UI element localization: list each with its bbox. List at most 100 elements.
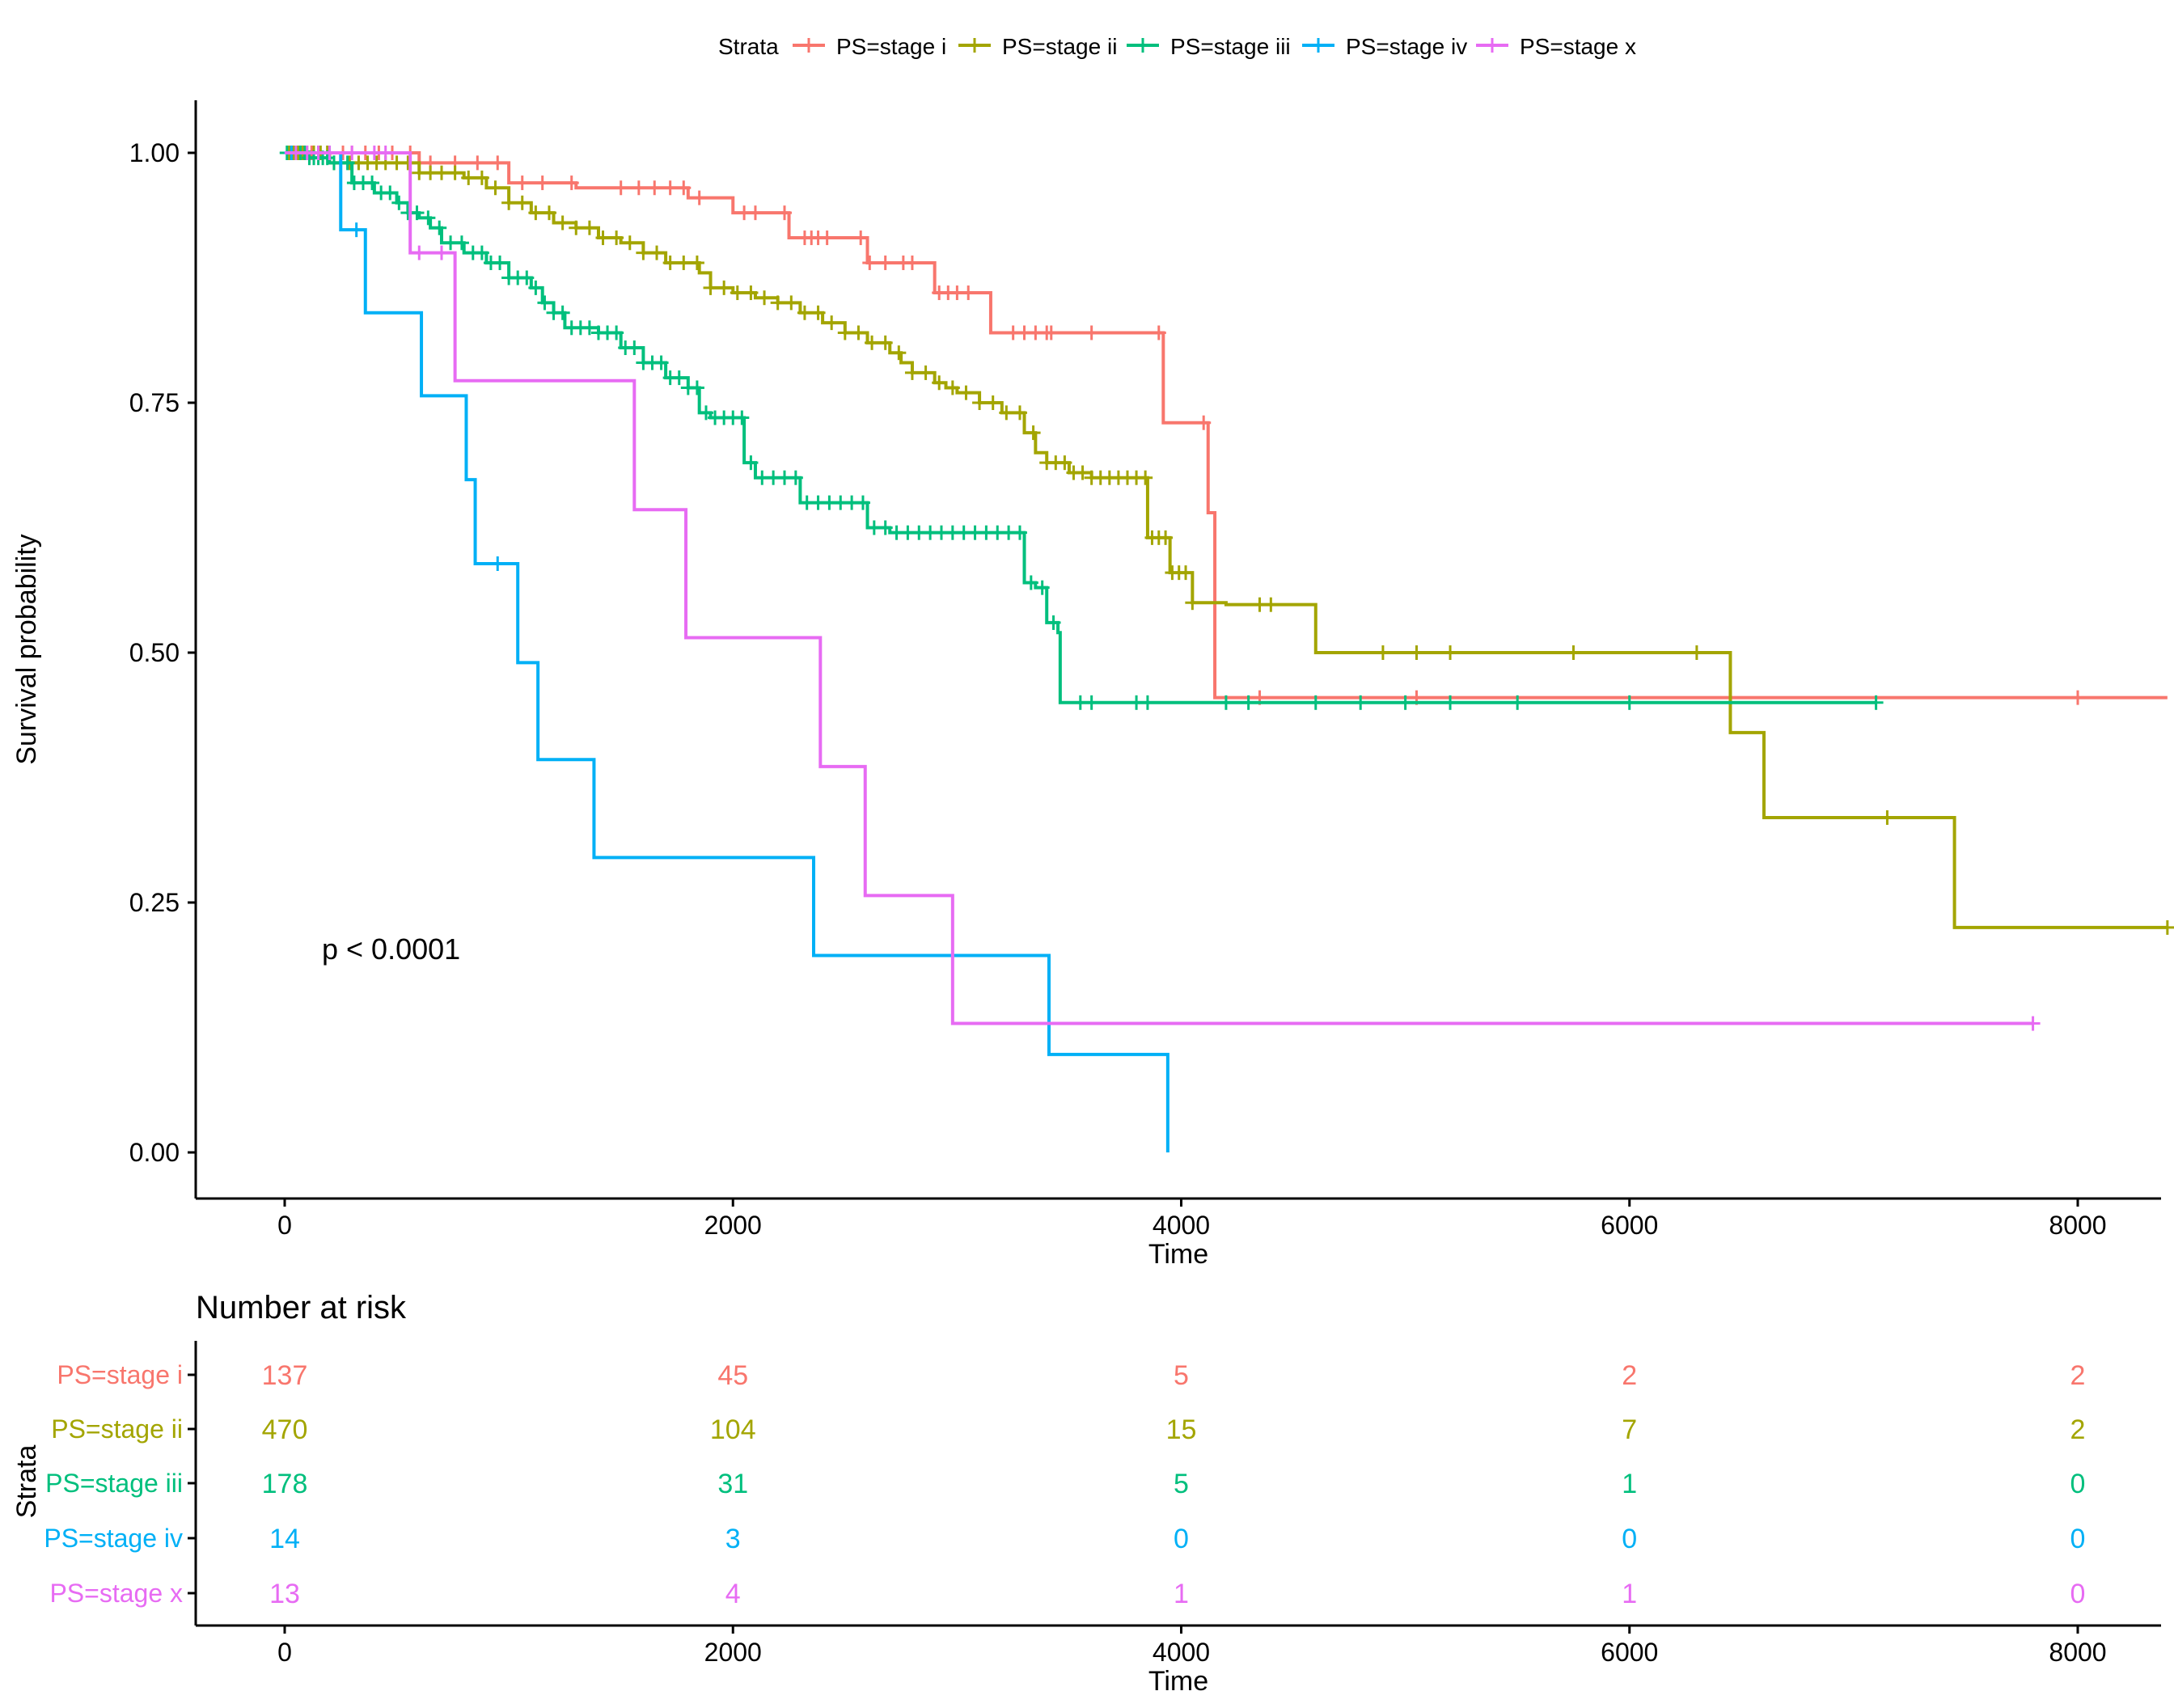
risk-table: Number at risk PS=stage i 137 45 5 2 2 PS=stag… [11, 1290, 2161, 1697]
risk-cell: 4 [725, 1579, 741, 1609]
censor-mark [349, 222, 364, 238]
censor-mark [434, 245, 449, 260]
censor-mark [671, 370, 687, 386]
censor-mark [945, 380, 960, 395]
survival-curve-line [285, 151, 1169, 1152]
km-x-tick-label: 0 [277, 1211, 292, 1240]
censor-mark [2159, 920, 2174, 935]
censor-mark [519, 270, 535, 285]
censor-mark [535, 175, 550, 191]
censor-mark [1034, 580, 1050, 595]
censor-mark [972, 395, 988, 410]
censor-mark [824, 315, 840, 331]
censor-mark [1046, 615, 1061, 630]
risk-row: PS=stage iii 178 31 5 1 0 [45, 1469, 2085, 1499]
censor-mark [757, 290, 772, 306]
censor-mark [365, 175, 380, 191]
censor-mark [1151, 325, 1166, 340]
censor-mark [1689, 645, 1704, 660]
censor-mark [1218, 695, 1233, 710]
series-stage-ii [281, 146, 2174, 935]
censor-mark [676, 255, 692, 270]
km-y-tick-label: 0.75 [129, 388, 180, 417]
risk-cell: 31 [717, 1469, 748, 1499]
censor-mark [391, 195, 407, 210]
legend-item: PS=stage ii [958, 34, 1117, 59]
censor-mark [743, 285, 759, 301]
risk-x-ticks: 0 2000 4000 6000 8000 [277, 1626, 2107, 1667]
censor-mark [961, 285, 976, 301]
censor-mark [1196, 415, 1212, 430]
censor-mark [490, 155, 505, 171]
censor-mark [447, 165, 463, 180]
censor-mark [622, 235, 637, 251]
censor-mark [1138, 470, 1153, 485]
censor-mark [488, 180, 503, 196]
km-plot: 0.00 0.25 0.50 0.75 1.00 0 2000 4000 6000 8000 T… [11, 100, 2174, 1270]
legend-label: PS=stage i [836, 34, 946, 59]
censor-mark [582, 220, 597, 235]
censor-mark [474, 170, 489, 185]
censor-mark [703, 280, 718, 295]
risk-cell: 0 [1174, 1524, 1189, 1554]
censor-mark [461, 170, 476, 185]
risk-cell: 178 [262, 1469, 308, 1499]
censor-mark [865, 335, 880, 350]
censor-mark [853, 230, 869, 246]
censor-mark [528, 280, 544, 295]
risk-cell: 5 [1174, 1360, 1189, 1391]
survival-curve-line [285, 151, 2168, 929]
censor-mark [1012, 405, 1027, 421]
survival-curve-line [285, 151, 2168, 700]
risk-x-tick-label: 6000 [1601, 1638, 1658, 1667]
censor-mark [810, 305, 826, 320]
censor-mark [378, 146, 393, 160]
risk-x-tick-label: 8000 [2049, 1638, 2106, 1667]
censor-mark [409, 205, 425, 221]
censor-mark [434, 165, 449, 180]
risk-cell: 137 [262, 1360, 308, 1391]
censor-mark [1443, 695, 1458, 710]
legend: Strata PS=stage i PS=stage ii PS=stage iii P… [718, 34, 1636, 59]
censor-mark [878, 520, 893, 535]
risk-x-tick-label: 4000 [1153, 1638, 1210, 1667]
legend-title: Strata [718, 34, 779, 59]
km-y-axis-label: Survival probability [11, 534, 42, 764]
censor-mark [1158, 530, 1174, 545]
censor-mark [345, 146, 360, 160]
risk-cell: 1 [1622, 1579, 1637, 1609]
legend-label: PS=stage iii [1170, 34, 1291, 59]
censor-mark [555, 305, 570, 320]
censor-mark [569, 220, 584, 235]
censor-mark [784, 295, 799, 311]
censor-mark [904, 255, 920, 270]
censor-mark [862, 255, 878, 270]
km-y-ticks: 0.00 0.25 0.50 0.75 1.00 [129, 138, 196, 1167]
censor-mark [421, 210, 436, 226]
censor-mark [797, 305, 812, 320]
censor-mark [878, 255, 893, 270]
censor-mark [698, 405, 713, 421]
censor-mark [1622, 695, 1637, 710]
censor-mark [1023, 575, 1038, 590]
censor-mark [514, 195, 530, 210]
censor-mark [891, 345, 907, 361]
km-x-tick-label: 8000 [2049, 1211, 2106, 1240]
legend-label: PS=stage iv [1346, 34, 1467, 59]
km-x-tick-label: 6000 [1601, 1211, 1658, 1240]
censor-mark [383, 185, 398, 201]
censor-mark [609, 230, 624, 246]
risk-row: PS=stage i 137 45 5 2 2 [57, 1360, 2085, 1391]
risk-cell: 14 [269, 1524, 300, 1554]
risk-row: PS=stage iv 14 3 0 0 0 [44, 1524, 2085, 1554]
km-y-tick-label: 0.50 [129, 638, 180, 667]
censor-mark [1043, 325, 1059, 340]
censor-mark [1057, 455, 1072, 471]
censor-mark [932, 375, 947, 391]
censor-mark [474, 245, 489, 260]
censor-mark [649, 245, 665, 260]
risk-x-tick-label: 2000 [704, 1638, 762, 1667]
censor-mark [747, 205, 763, 221]
censor-mark [490, 556, 505, 571]
risk-table-title: Number at risk [196, 1290, 407, 1325]
